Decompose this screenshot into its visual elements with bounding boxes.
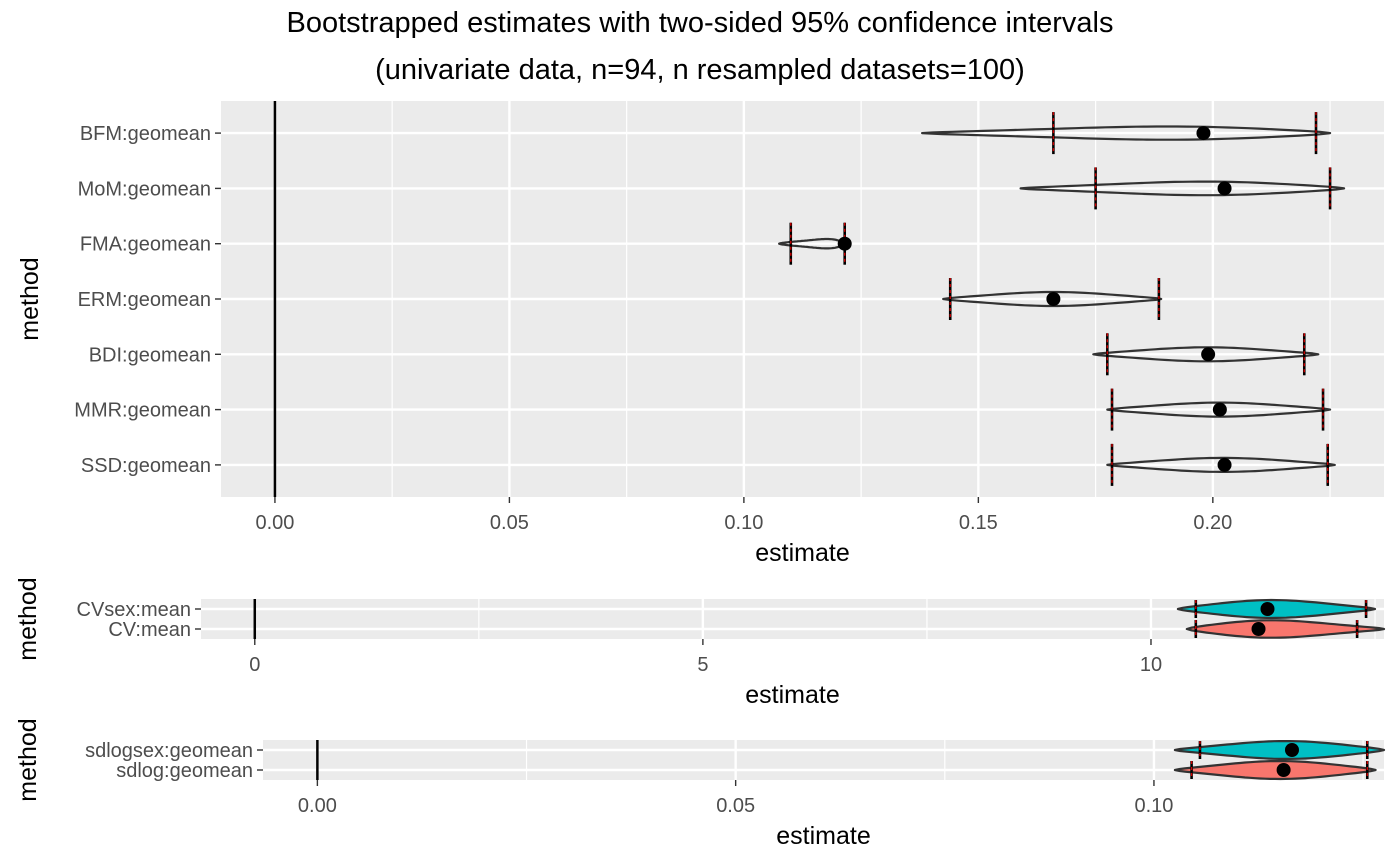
point-estimate [1201,347,1216,362]
category-label: MMR:geomean [74,400,211,422]
point-estimate [1217,457,1232,472]
x-tick-label: 0.05 [490,512,529,534]
x-tick-label: 10 [1140,654,1162,676]
violin-cvsex-mean [1176,598,1377,620]
x-tick-label: 0.20 [1193,512,1232,534]
chart-panels: 0.00 0.05 0.10 0.15 0.20 BFM:geomean MoM:geome… [14,101,1386,850]
x-tick-label: 0.00 [255,512,294,534]
chart-panel-1: 0.00 0.05 0.10 0.15 0.20 BFM:geomean MoM:geome… [16,101,1384,567]
violin-mom-geomean [1019,180,1346,197]
x-tick-label: 0.15 [959,512,998,534]
point-estimate [1251,622,1266,636]
violin-ssd-geomean [1106,456,1336,473]
category-label: BFM:geomean [80,123,211,145]
x-tick-label: 0.00 [298,795,337,817]
category-label: SSD:geomean [81,455,211,477]
x-tick-label: 0.05 [716,795,755,817]
chart-title-line1: Bootstrapped estimates with two-sided 95… [287,7,1114,39]
x-axis-title: estimate [745,681,839,709]
y-axis-title: method [16,257,44,340]
category-label: BDI:geomean [89,344,211,366]
x-axis-title: estimate [776,822,870,850]
y-axis-title: method [14,577,42,660]
violin-sdlog-geomean [1173,759,1377,781]
point-estimate [1260,602,1275,616]
point-estimate [1284,743,1299,757]
x-tick-label: 0.10 [724,512,763,534]
point-estimate [1217,181,1232,196]
point-estimate [1046,292,1061,306]
category-label: CVsex:mean [77,599,192,621]
category-label: sdlogsex:geomean [85,740,253,762]
chart-panel-3: 0.00 0.05 0.10 sdlogsex:geomeansdlog:geomea… [14,718,1386,850]
category-label: MoM:geomean [78,178,211,200]
x-tick-label: 0 [249,654,260,676]
violin-sdlogsex-geomean [1173,740,1386,760]
point-estimate [837,236,852,251]
point-estimate [1276,763,1291,777]
x-axis-title: estimate [755,539,849,567]
y-axis-title: method [14,718,42,801]
chart-title-line2: (univariate data, n=94, n resampled data… [375,54,1025,86]
violin-bdi-geomean [1092,346,1320,363]
point-estimate [1196,126,1211,141]
violin-bfm-geomean [921,125,1332,141]
category-label: sdlog:geomean [116,760,253,782]
category-label: FMA:geomean [80,234,211,256]
plot-background [201,599,1384,639]
x-tick-label: 0.10 [1134,795,1173,817]
point-estimate [1212,402,1227,417]
category-label: ERM:geomean [78,289,211,311]
category-label: CV:mean [108,619,191,641]
violin-erm-geomean [942,290,1163,308]
violin-cv-mean [1185,619,1386,639]
x-tick-label: 5 [697,654,708,676]
violin-mmr-geomean [1106,401,1332,418]
